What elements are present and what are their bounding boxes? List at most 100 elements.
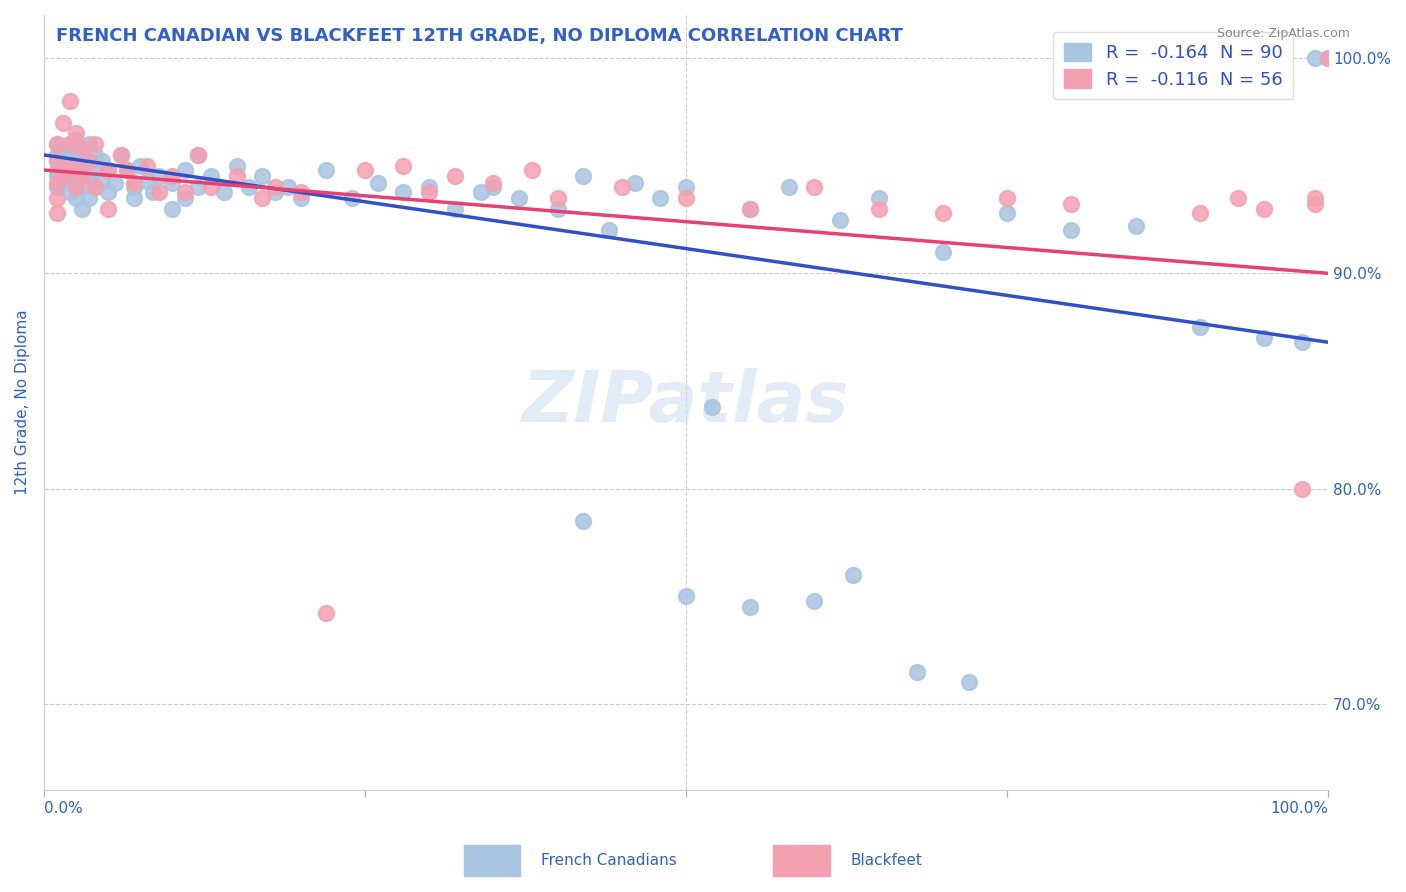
Text: 0.0%: 0.0% [44, 801, 83, 816]
Point [778, 180, 800, 194]
Point [72, 141, 94, 155]
Point [932, 244, 955, 259]
Point [1303, 51, 1326, 65]
Point [65, 180, 87, 194]
Point [1060, 223, 1083, 237]
Point [77, 137, 100, 152]
Point [90, 174, 112, 188]
Point [148, 185, 170, 199]
Point [740, 600, 762, 615]
Point [803, 593, 825, 607]
Point [45, 176, 67, 190]
Point [315, 163, 337, 178]
Point [58, 163, 80, 178]
Point [200, 169, 222, 184]
Point [520, 163, 543, 178]
Point [45, 206, 67, 220]
Point [225, 169, 247, 184]
Point [187, 148, 209, 162]
Point [250, 191, 273, 205]
Point [700, 400, 723, 414]
Point [418, 180, 440, 194]
Point [1253, 202, 1275, 216]
Point [482, 176, 505, 190]
Point [72, 202, 94, 216]
Point [58, 137, 80, 152]
Text: Source: ZipAtlas.com: Source: ZipAtlas.com [1216, 27, 1350, 40]
Point [482, 180, 505, 194]
Point [122, 180, 145, 194]
Point [250, 169, 273, 184]
Point [65, 191, 87, 205]
Point [65, 159, 87, 173]
Point [1303, 197, 1326, 211]
Point [290, 191, 312, 205]
Point [58, 148, 80, 162]
Point [72, 163, 94, 178]
Point [315, 607, 337, 621]
Text: 100.0%: 100.0% [1270, 801, 1329, 816]
Point [598, 223, 620, 237]
Point [52, 141, 75, 155]
Point [52, 115, 75, 129]
Point [238, 180, 260, 194]
Point [110, 148, 132, 162]
Point [675, 191, 697, 205]
Point [52, 176, 75, 190]
Point [77, 154, 100, 169]
Text: French Canadians: French Canadians [541, 854, 678, 868]
Point [97, 185, 120, 199]
Point [392, 185, 415, 199]
Point [45, 163, 67, 178]
Point [1317, 51, 1340, 65]
Point [45, 169, 67, 184]
Point [129, 159, 152, 173]
Point [547, 202, 569, 216]
Point [995, 206, 1018, 220]
Point [174, 163, 197, 178]
Point [52, 159, 75, 173]
Point [277, 180, 299, 194]
Point [84, 180, 107, 194]
Point [174, 185, 197, 199]
Point [45, 191, 67, 205]
Point [65, 169, 87, 184]
Point [572, 169, 595, 184]
Point [58, 185, 80, 199]
Point [77, 191, 100, 205]
Point [264, 180, 287, 194]
Point [142, 185, 165, 199]
Point [354, 163, 377, 178]
Point [830, 212, 852, 227]
Point [45, 148, 67, 162]
Point [842, 567, 865, 582]
Point [174, 191, 197, 205]
Point [444, 202, 467, 216]
Point [225, 159, 247, 173]
Point [1227, 191, 1250, 205]
Point [72, 169, 94, 184]
Point [1317, 51, 1340, 65]
Point [1291, 482, 1313, 496]
Point [740, 202, 762, 216]
Point [572, 514, 595, 528]
Point [58, 94, 80, 108]
Point [650, 191, 672, 205]
Point [72, 180, 94, 194]
Point [1188, 320, 1211, 334]
Point [340, 191, 363, 205]
Point [97, 202, 120, 216]
Point [932, 206, 955, 220]
Text: ZIPatlas: ZIPatlas [522, 368, 849, 437]
Point [264, 185, 287, 199]
Point [187, 148, 209, 162]
Point [45, 180, 67, 194]
Point [117, 163, 139, 178]
Point [675, 589, 697, 603]
Point [148, 169, 170, 184]
Point [103, 176, 125, 190]
Point [187, 180, 209, 194]
Point [675, 180, 697, 194]
Point [90, 154, 112, 169]
Point [610, 180, 633, 194]
